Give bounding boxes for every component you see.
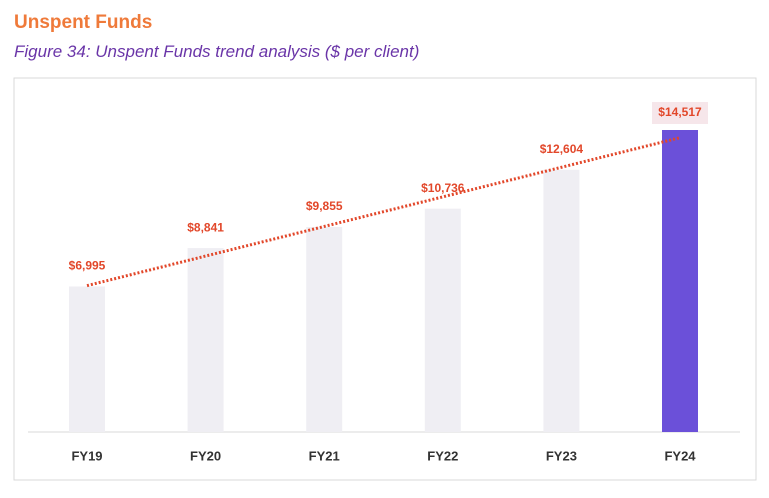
bar <box>187 248 224 432</box>
value-label: $10,736 <box>421 181 465 195</box>
value-label: $9,855 <box>306 199 343 213</box>
chart-frame <box>13 77 757 481</box>
value-label: $14,517 <box>658 105 702 119</box>
x-tick-label: FY22 <box>427 448 458 463</box>
x-tick-label: FY23 <box>546 448 577 463</box>
trendline <box>86 136 681 288</box>
x-tick-label: FY24 <box>664 448 696 463</box>
x-tick-label: FY21 <box>309 448 340 463</box>
x-tick-label: FY19 <box>71 448 102 463</box>
bar <box>69 286 105 432</box>
bar <box>306 226 343 432</box>
value-label: $12,604 <box>540 142 584 156</box>
bar <box>424 208 461 432</box>
bar <box>543 169 580 432</box>
value-label: $6,995 <box>69 259 106 273</box>
page-title: Unspent Funds <box>14 12 153 33</box>
value-label: $8,841 <box>187 220 224 234</box>
value-label-bg <box>652 102 708 124</box>
chart-title: Figure 34: Unspent Funds trend analysis … <box>14 42 420 61</box>
bar <box>662 130 698 432</box>
x-tick-label: FY20 <box>190 448 221 463</box>
